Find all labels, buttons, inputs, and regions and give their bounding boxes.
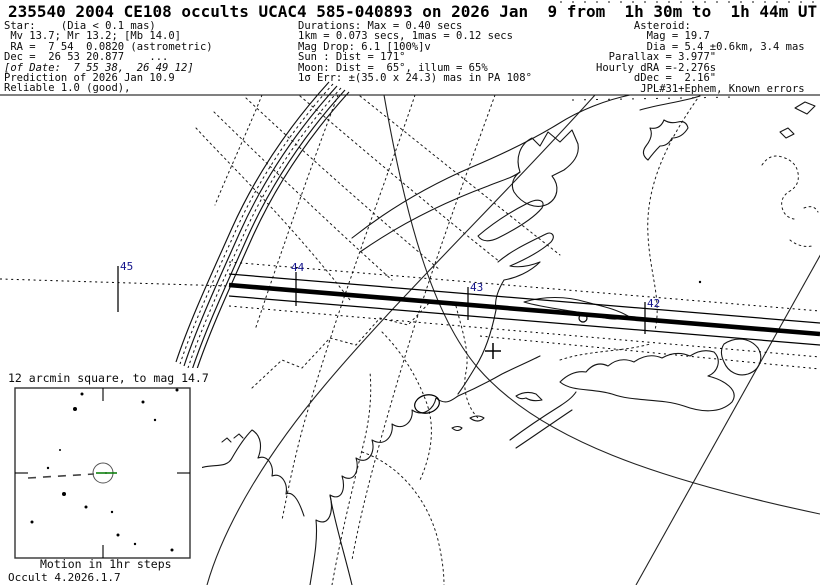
event-title: 235540 2004 CE108 occults UCAC4 585-0408…: [8, 2, 818, 21]
graticule-parallels: [195, 94, 701, 331]
terminator-curves: [206, 94, 820, 585]
graticule-dotted-under-separator: [571, 96, 737, 101]
coastlines: [195, 94, 816, 585]
boundary-lines: [251, 155, 819, 585]
path-sigma-lower2-dotted: [479, 335, 820, 370]
path-center-offlimb-dotted: [0, 278, 230, 287]
path-sigma-upper-dotted: [228, 261, 820, 312]
plus-marker: [485, 343, 501, 359]
time-tick-label-45: 45: [120, 260, 133, 273]
path-center-line: [228, 282, 820, 337]
prediction-info-block: Prediction of 2026 Jan 10.9 Reliable 1.0…: [4, 72, 175, 95]
software-version: Occult 4.2026.1.7: [8, 571, 121, 584]
star-info-block: Star: (Dia < 0.1 mas) Mv 13.7; Mr 13.2; …: [4, 20, 213, 64]
asteroid-info-block: Asteroid: Mag = 19.7 Dia = 5.4 ±0.6km, 3…: [596, 20, 805, 95]
inset-edge-ticks: [15, 388, 190, 558]
occultation-path: [0, 261, 820, 370]
inset-stars: [30, 388, 179, 552]
path-south-limit: [228, 295, 820, 346]
inset-title: 12 arcmin square, to mag 14.7: [8, 371, 209, 385]
time-tick-label-43: 43: [470, 281, 483, 294]
time-tick-label-42: 42: [647, 297, 660, 310]
earth-limb-bundle: [175, 81, 350, 373]
inset-caption: Motion in 1hr steps: [40, 557, 172, 571]
site-markers: [414, 343, 501, 414]
star-of-date-line: [of Date: 7 55 38, 26 49 12]: [4, 61, 194, 74]
graticule-meridians: [214, 94, 496, 561]
path-reference-point-circle: [578, 313, 588, 323]
path-north-limit: [228, 273, 820, 324]
path-sigma-lower-dotted: [228, 305, 820, 358]
star-chart-inset: 12 arcmin square, to mag 14.7: [2, 368, 209, 584]
site-ellipse-marker: [414, 394, 440, 414]
time-ticks: 45 44 43 42: [117, 260, 660, 334]
asteroid-motion-trail-dashed: [27, 473, 95, 479]
event-circumstances-block: Durations: Max = 0.40 secs 1km = 0.073 s…: [298, 20, 532, 85]
time-tick-label-44: 44: [291, 261, 305, 274]
